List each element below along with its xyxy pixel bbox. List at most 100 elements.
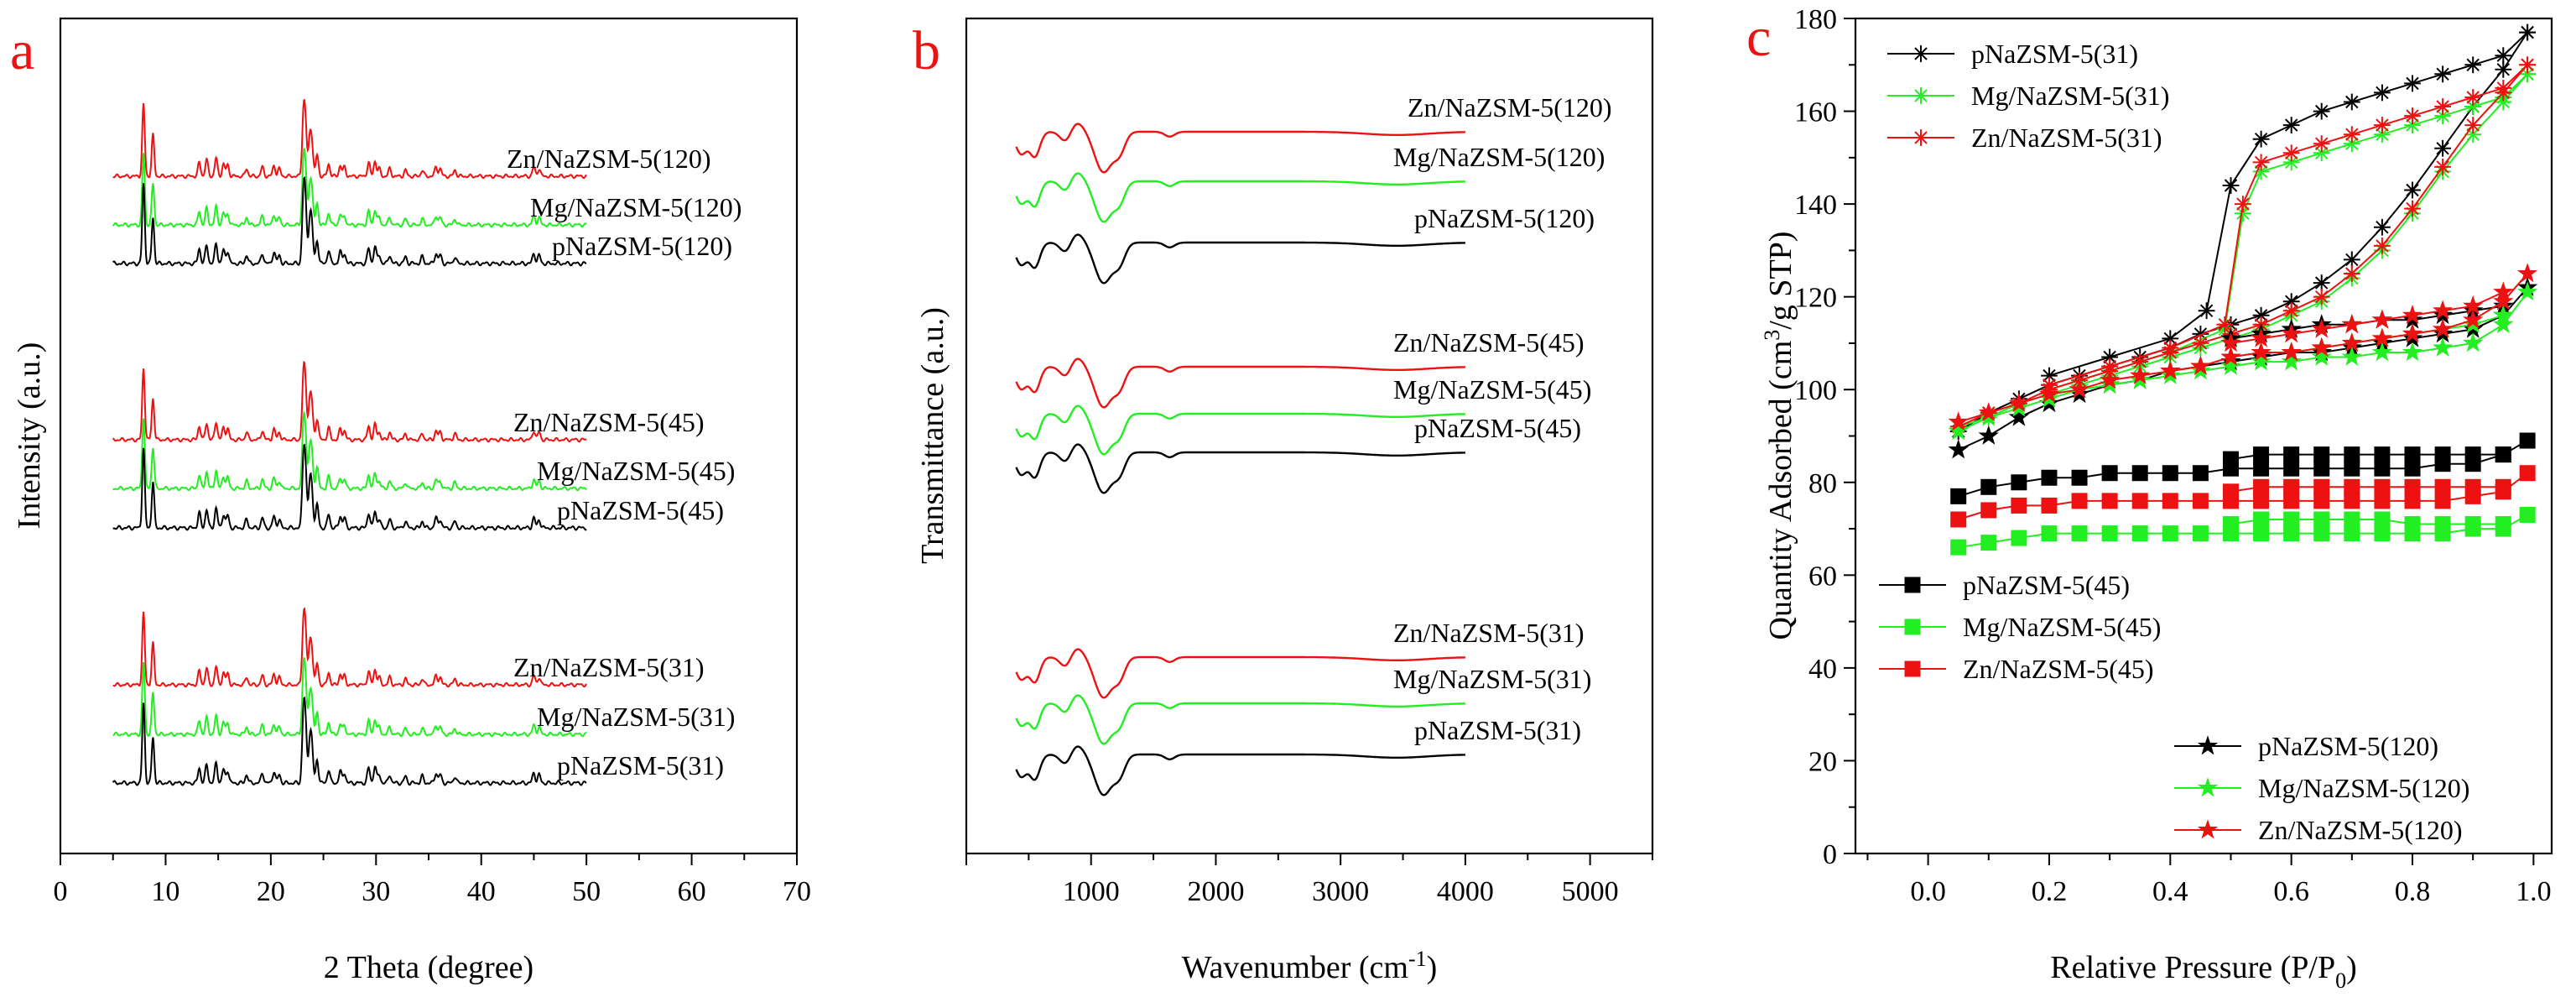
- c-point: [1980, 478, 1997, 495]
- a-curves: [112, 98, 587, 786]
- c-point: [2038, 383, 2060, 404]
- c-point: [2101, 348, 2118, 366]
- c-point-stroke: [2218, 318, 2232, 331]
- c-x-tick-label: 0.2: [2032, 876, 2068, 907]
- c-point: [2283, 493, 2300, 509]
- c-point: [2343, 251, 2360, 269]
- c-point: [2313, 525, 2330, 542]
- c-point: [2313, 460, 2330, 477]
- c-y-tick-label: 40: [1808, 654, 1837, 685]
- c-legend-entry: Mg/NaZSM-5(45): [1879, 612, 2161, 642]
- c-point-stroke: [2314, 290, 2329, 304]
- c-point: [2434, 139, 2451, 157]
- panel-a-xrd: a Zn/NaZSM-5(120) Mg/NaZSM-5(120) pNaZSM-5…: [10, 17, 811, 985]
- b-x-tick-label: 4000: [1437, 876, 1494, 907]
- a-curve-label: pNaZSM-5(31): [557, 750, 724, 780]
- c-legend-entry: Zn/NaZSM-5(31): [1887, 123, 2162, 153]
- c-point: [2069, 378, 2090, 399]
- c-point-stroke: [2284, 146, 2298, 160]
- c-point-stroke: [2345, 137, 2359, 151]
- c-point: [2071, 469, 2088, 486]
- c-point: [2313, 102, 2330, 120]
- c-point: [2371, 327, 2393, 347]
- c-point: [2404, 200, 2421, 217]
- c-point: [2463, 309, 2484, 329]
- c-point: [2404, 107, 2421, 124]
- c-point: [2519, 56, 2536, 74]
- c-point: [2071, 493, 2088, 509]
- c-point-stroke: [2466, 128, 2480, 141]
- c-point: [2464, 446, 2481, 463]
- c-point: [2495, 516, 2511, 533]
- c-point: [2220, 332, 2241, 352]
- c-legend-entry: pNaZSM-5(120): [2174, 731, 2438, 761]
- c-y-tick-label: 140: [1794, 190, 1837, 221]
- c-point: [2493, 304, 2514, 325]
- c-point: [2131, 525, 2148, 542]
- c-point: [2162, 493, 2178, 509]
- c-point-stroke: [2224, 179, 2238, 192]
- c-point: [2283, 460, 2300, 477]
- c-series-group: [1949, 65, 2536, 436]
- c-point: [2253, 493, 2270, 509]
- b-series-line: [1015, 648, 1465, 699]
- c-x-title-sub: 0: [2335, 968, 2346, 993]
- a-x-tick-label: 60: [678, 876, 706, 907]
- c-point: [2313, 446, 2330, 463]
- c-point: [2374, 84, 2391, 102]
- c-point-stroke: [2284, 304, 2298, 318]
- c-x-ticks: 0.0 0.2 0.4 0.6 0.8 1.0: [1866, 853, 2552, 907]
- c-point-stroke: [2284, 155, 2298, 170]
- c-point-stroke: [2376, 239, 2389, 253]
- c-point-stroke: [2345, 253, 2359, 267]
- c-series-group: [1950, 432, 2536, 504]
- b-curve-label: pNaZSM-5(45): [1414, 413, 1581, 443]
- c-point: [1948, 420, 1969, 441]
- c-point: [2222, 483, 2239, 500]
- c-point: [2402, 304, 2423, 325]
- c-point: [2282, 117, 2300, 133]
- c-point-stroke: [2496, 63, 2511, 76]
- c-point: [2344, 478, 2360, 495]
- a-curve-label: Mg/NaZSM-5(45): [537, 456, 735, 486]
- c-point: [2341, 332, 2362, 352]
- c-legend-label: pNaZSM-5(31): [1971, 39, 2138, 69]
- c-point: [2313, 274, 2330, 291]
- c-point: [2313, 288, 2330, 305]
- c-point: [2101, 493, 2118, 509]
- c-point-stroke: [2345, 95, 2359, 109]
- b-x-tick-label: 3000: [1312, 876, 1369, 907]
- c-point: [1904, 619, 1921, 635]
- c-point-stroke: [2043, 368, 2056, 383]
- c-point: [2374, 238, 2391, 254]
- c-series-group: [1948, 263, 2538, 431]
- c-point: [2344, 525, 2360, 542]
- b-curve-labels: Zn/NaZSM-5(120) Mg/NaZSM-5(120) pNaZSM-5(1…: [1393, 92, 1612, 745]
- c-point: [2464, 56, 2482, 74]
- c-point: [1948, 439, 1969, 459]
- c-point: [2432, 318, 2454, 338]
- c-point: [2344, 511, 2360, 528]
- a-x-tick-label: 20: [257, 876, 285, 907]
- c-point-stroke: [2314, 104, 2329, 118]
- c-series-line: [2230, 519, 2504, 525]
- c-point: [2311, 337, 2332, 357]
- c-series-line: [2230, 291, 2504, 344]
- a-series-line: [112, 607, 587, 688]
- c-point: [2464, 89, 2482, 106]
- c-legend-label: pNaZSM-5(120): [2258, 731, 2438, 761]
- c-point: [2192, 525, 2209, 542]
- c-point: [2071, 525, 2088, 542]
- c-point: [2374, 117, 2391, 133]
- c-point: [2008, 393, 2030, 413]
- c-point: [1978, 402, 1999, 422]
- c-point: [2220, 346, 2241, 366]
- b-series-line: [1015, 405, 1465, 456]
- c-point-stroke: [2436, 100, 2449, 113]
- c-point-stroke: [2236, 197, 2250, 211]
- c-point-stroke: [2436, 67, 2449, 81]
- b-y-axis-title: Transmittance (a.u.): [915, 307, 950, 564]
- c-point: [2341, 314, 2362, 334]
- a-curve-label: Zn/NaZSM-5(45): [513, 407, 705, 437]
- a-x-tick-label: 40: [467, 876, 496, 907]
